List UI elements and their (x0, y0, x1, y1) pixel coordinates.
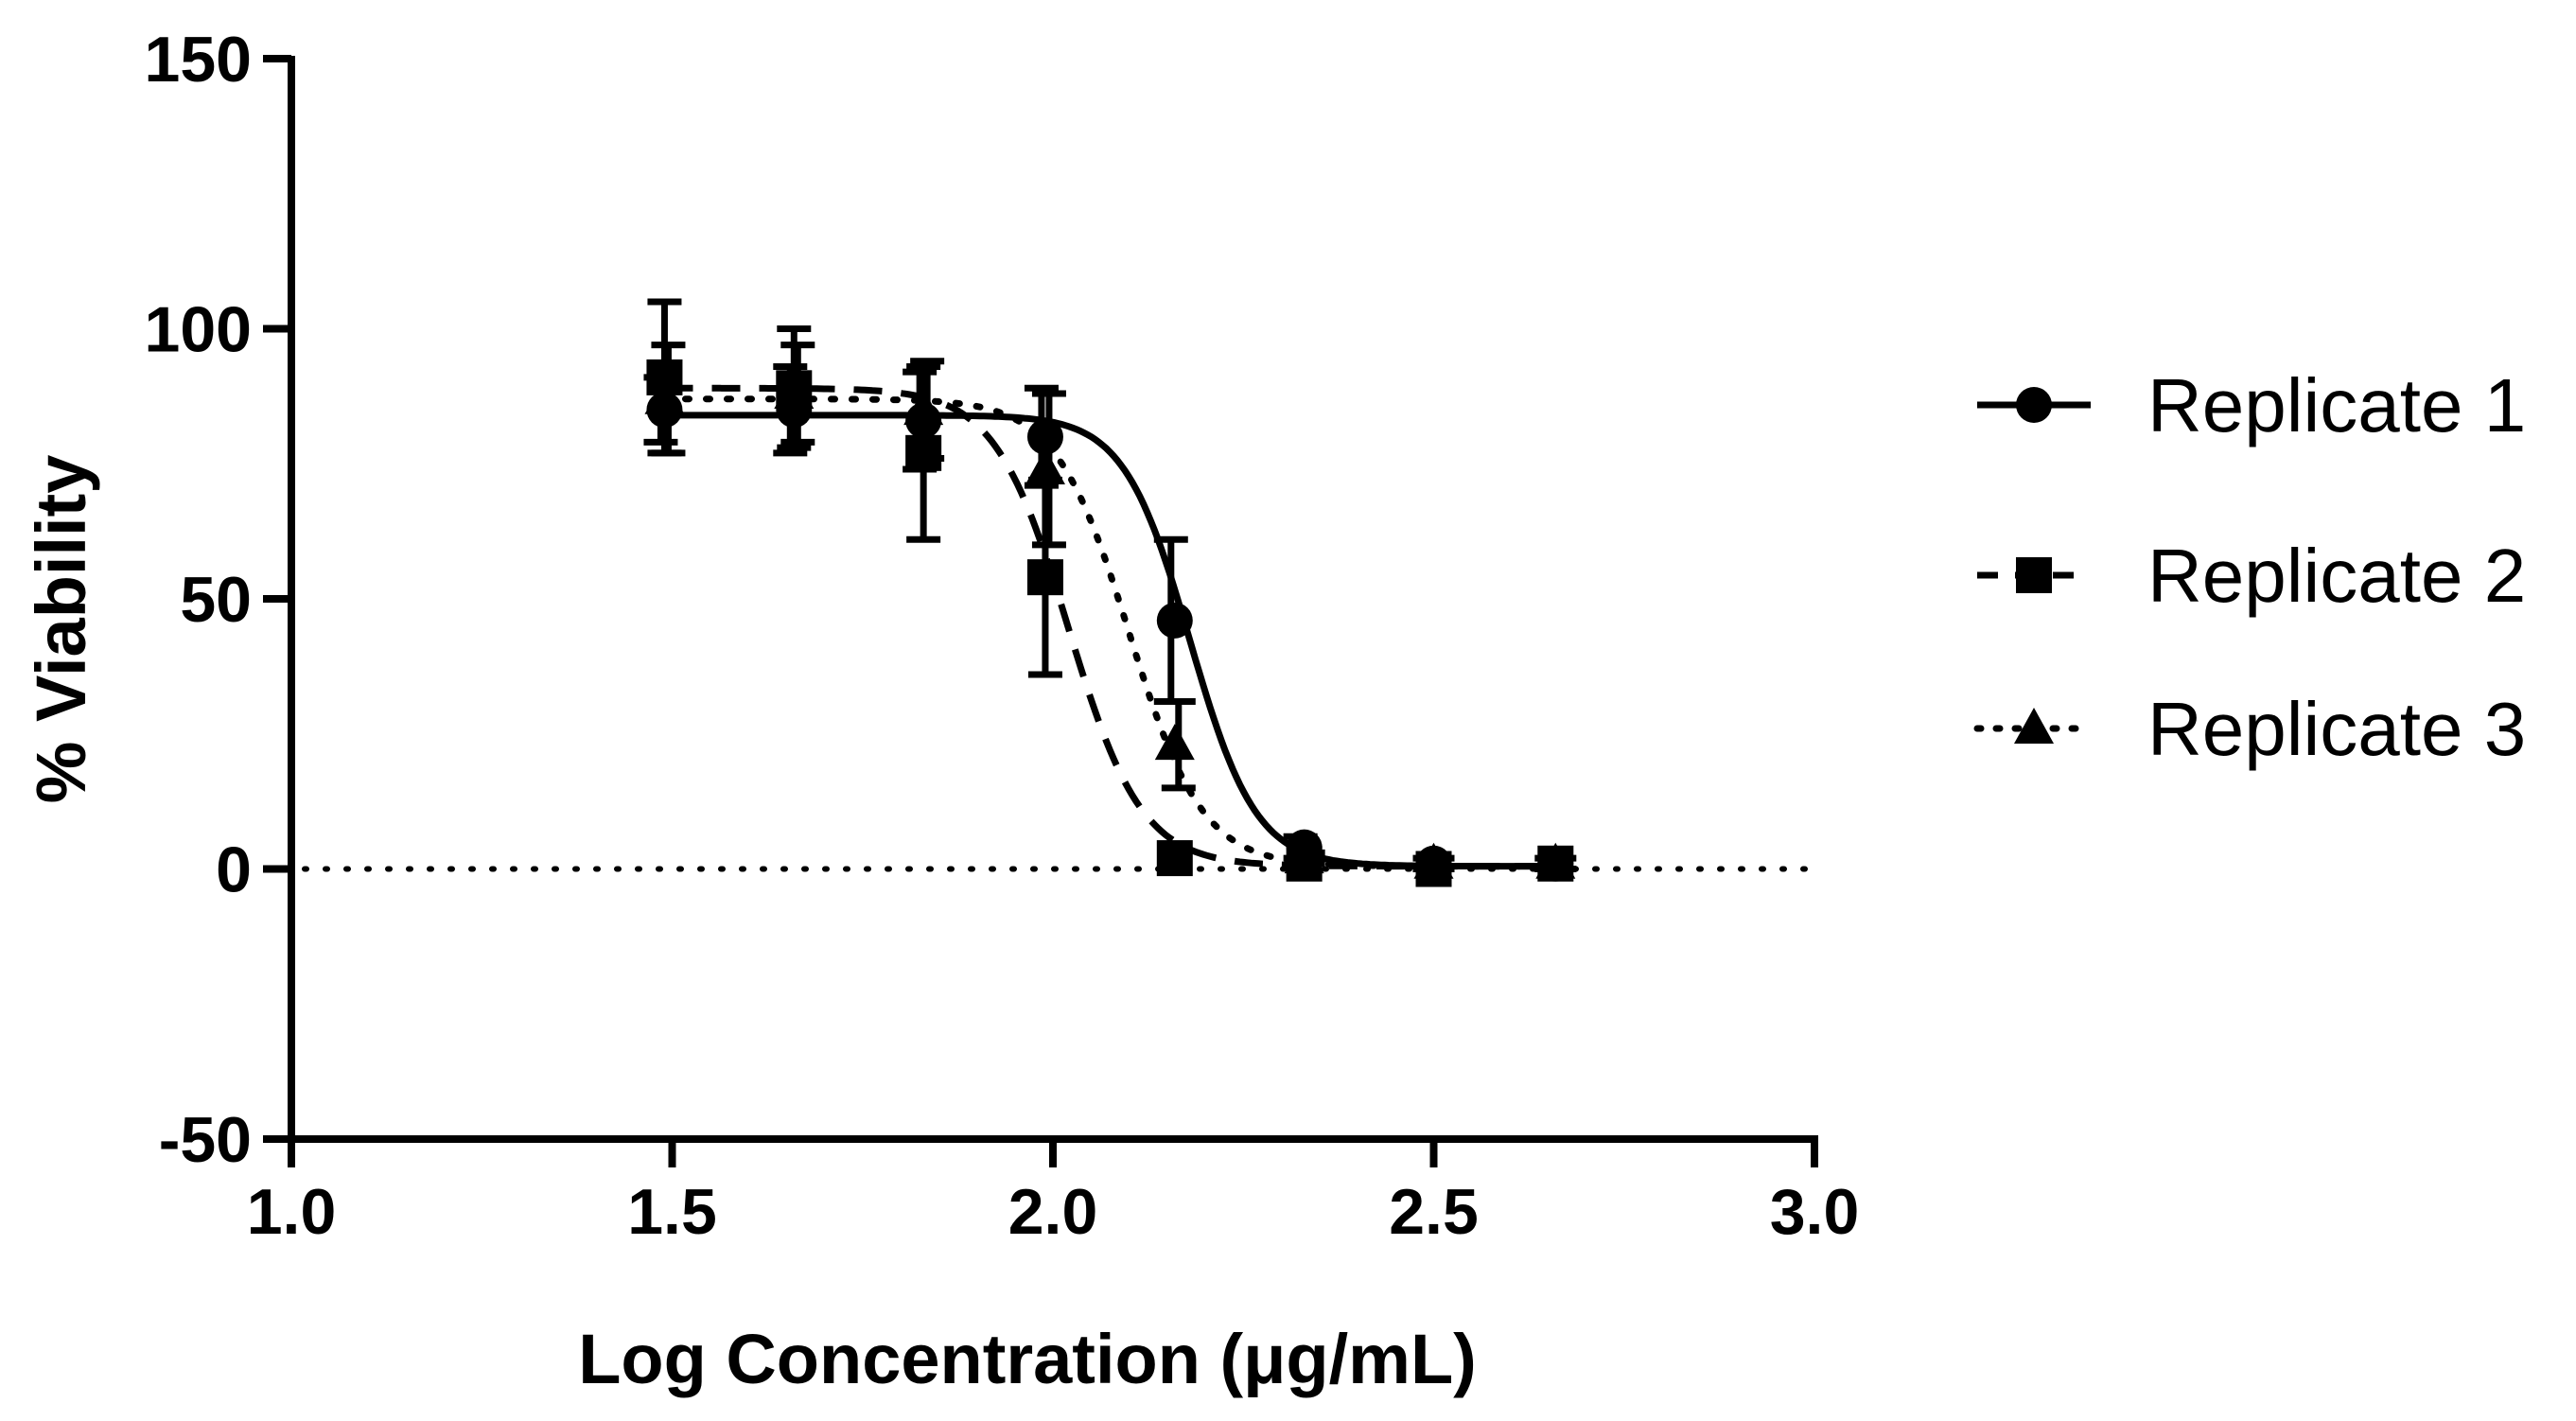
data-points-group (644, 359, 1576, 887)
data-point-replicate-2 (1026, 559, 1063, 596)
data-point-replicate-3 (1535, 842, 1576, 879)
legend-marker-triangle (2014, 708, 2054, 744)
x-tick-label: 2.5 (1389, 1176, 1479, 1248)
fit-curve-replicate-2 (664, 384, 1556, 870)
legend-label: Replicate 2 (2147, 534, 2526, 618)
x-tick-label: 1.0 (247, 1176, 337, 1248)
x-tick-label: 3.0 (1770, 1176, 1860, 1248)
legend-item-replicate-1: Replicate 1 (1977, 363, 2526, 447)
legend-marker-circle (2016, 387, 2052, 423)
data-point-replicate-3 (1154, 724, 1195, 761)
y-tick-label: 0 (216, 834, 252, 906)
y-tick-label: 100 (145, 294, 252, 366)
tick-labels-group: -50 0 50 100 150 1.0 1.5 2.0 2.5 3.0 (145, 24, 1860, 1248)
y-axis-title: % Viability (22, 455, 100, 804)
y-tick-label: 50 (180, 564, 252, 636)
y-tick-label: 150 (145, 24, 252, 96)
data-point-replicate-3 (903, 389, 944, 426)
legend-label: Replicate 3 (2147, 687, 2526, 771)
legend-item-replicate-3: Replicate 3 (1973, 687, 2526, 771)
data-point-replicate-3 (1413, 842, 1454, 879)
legend: Replicate 1 Replicate 2 Replicate 3 (1973, 363, 2526, 771)
y-tick-label: -50 (159, 1104, 252, 1176)
x-tick-label: 2.0 (1008, 1176, 1098, 1248)
legend-label: Replicate 1 (2147, 363, 2526, 447)
fit-curves-group (661, 384, 1559, 870)
x-axis-title: Log Concentration (μg/mL) (578, 1320, 1477, 1398)
data-point-replicate-2 (1156, 840, 1193, 877)
x-tick-label: 1.5 (627, 1176, 717, 1248)
legend-item-replicate-2: Replicate 2 (1977, 534, 2526, 618)
legend-marker-square (2016, 557, 2052, 593)
axes-group (263, 55, 1818, 1167)
data-point-replicate-2 (905, 434, 942, 471)
data-point-replicate-3 (774, 373, 815, 410)
data-point-replicate-1 (1026, 418, 1063, 455)
data-point-replicate-3 (1284, 837, 1324, 874)
data-point-replicate-3 (644, 377, 685, 414)
data-point-replicate-3 (1025, 447, 1065, 484)
fit-curve-replicate-3 (661, 395, 1559, 870)
fit-curve-replicate-1 (664, 412, 1556, 870)
data-point-replicate-1 (1156, 602, 1193, 639)
